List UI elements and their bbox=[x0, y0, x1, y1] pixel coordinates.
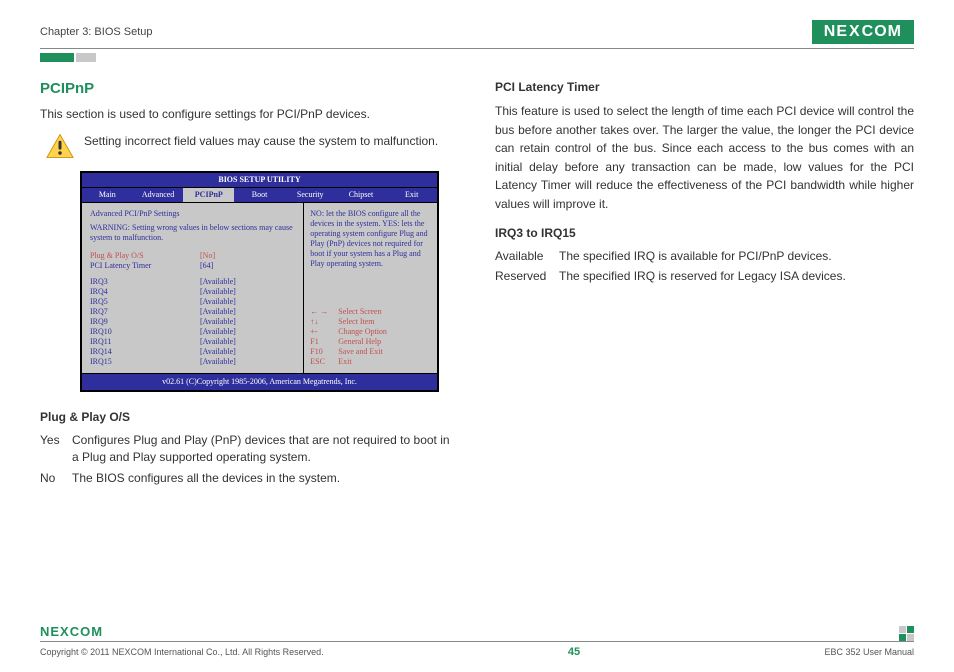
bios-panel-header: Advanced PCI/PnP Settings bbox=[90, 209, 295, 219]
bios-footer: v02.61 (C)Copyright 1985-2006, American … bbox=[82, 373, 437, 390]
bios-screenshot: BIOS SETUP UTILITY MainAdvancedPCIPnPBoo… bbox=[80, 171, 439, 392]
bios-nav-row: F1General Help bbox=[310, 337, 431, 347]
bios-irq-row: IRQ9[Available] bbox=[90, 317, 295, 327]
bios-irq-row: IRQ4[Available] bbox=[90, 287, 295, 297]
definition-row: AvailableThe specified IRQ is available … bbox=[495, 248, 914, 265]
nexcom-logo: NEXCOM bbox=[812, 20, 914, 44]
definition-key: Yes bbox=[40, 432, 72, 466]
bios-panel-warning: WARNING: Setting wrong values in below s… bbox=[90, 223, 295, 243]
bios-tabs: MainAdvancedPCIPnPBootSecurityChipsetExi… bbox=[82, 188, 437, 203]
bios-tab: Exit bbox=[386, 188, 437, 202]
section-title: PCIPnP bbox=[40, 80, 459, 97]
bios-tab: Security bbox=[285, 188, 336, 202]
bios-nav-row: +-Change Option bbox=[310, 327, 431, 337]
copyright-text: Copyright © 2011 NEXCOM International Co… bbox=[40, 647, 324, 657]
bios-tab: Advanced bbox=[133, 188, 184, 202]
bios-irq-row: IRQ5[Available] bbox=[90, 297, 295, 307]
bios-nav-row: ESCExit bbox=[310, 357, 431, 367]
page-number: 45 bbox=[568, 646, 580, 658]
bios-irq-row: IRQ11[Available] bbox=[90, 337, 295, 347]
page-footer: NEXCOM Copyright © 2011 NEXCOM Internati… bbox=[40, 624, 914, 658]
bios-right-panel: NO: let the BIOS configure all the devic… bbox=[304, 203, 437, 373]
page-corner-icon bbox=[899, 626, 914, 641]
footer-logo: NEXCOM bbox=[40, 624, 103, 639]
sub-heading-latency: PCI Latency Timer bbox=[495, 80, 914, 94]
sub-heading-plugplay: Plug & Play O/S bbox=[40, 410, 459, 424]
latency-text: This feature is used to select the lengt… bbox=[495, 102, 914, 214]
bios-left-panel: Advanced PCI/PnP Settings WARNING: Setti… bbox=[82, 203, 304, 373]
bios-help-text: NO: let the BIOS configure all the devic… bbox=[310, 209, 431, 269]
definition-row: NoThe BIOS configures all the devices in… bbox=[40, 470, 459, 487]
warning-text: Setting incorrect field values may cause… bbox=[84, 133, 438, 150]
warning-icon bbox=[46, 133, 74, 159]
definition-row: ReservedThe specified IRQ is reserved fo… bbox=[495, 268, 914, 285]
bios-irq-row: IRQ3[Available] bbox=[90, 277, 295, 287]
definition-key: Reserved bbox=[495, 268, 559, 285]
bios-tab: Chipset bbox=[336, 188, 387, 202]
chapter-label: Chapter 3: BIOS Setup bbox=[40, 26, 153, 38]
bios-nav-row: ↑↓Select Item bbox=[310, 317, 431, 327]
bios-nav-row: F10Save and Exit bbox=[310, 347, 431, 357]
intro-text: This section is used to configure settin… bbox=[40, 107, 459, 121]
bios-setting-row: PCI Latency Timer[64] bbox=[90, 261, 295, 271]
bios-irq-row: IRQ7[Available] bbox=[90, 307, 295, 317]
bios-nav-block: ← →Select Screen↑↓Select Item+-Change Op… bbox=[310, 307, 431, 367]
bios-setting-row: Plug & Play O/S[No] bbox=[90, 251, 295, 261]
definition-value: Configures Plug and Play (PnP) devices t… bbox=[72, 432, 459, 466]
sub-heading-irq: IRQ3 to IRQ15 bbox=[495, 226, 914, 240]
definition-key: Available bbox=[495, 248, 559, 265]
warning-block: Setting incorrect field values may cause… bbox=[46, 133, 459, 159]
right-column: PCI Latency Timer This feature is used t… bbox=[495, 80, 914, 490]
definition-value: The specified IRQ is available for PCI/P… bbox=[559, 248, 832, 265]
bios-tab: Boot bbox=[234, 188, 285, 202]
bios-title: BIOS SETUP UTILITY bbox=[82, 173, 437, 188]
bios-irq-row: IRQ15[Available] bbox=[90, 357, 295, 367]
definition-row: YesConfigures Plug and Play (PnP) device… bbox=[40, 432, 459, 466]
definition-key: No bbox=[40, 470, 72, 487]
definition-value: The specified IRQ is reserved for Legacy… bbox=[559, 268, 846, 285]
bios-tab: Main bbox=[82, 188, 133, 202]
accent-bar bbox=[40, 53, 914, 62]
bios-nav-row: ← →Select Screen bbox=[310, 307, 431, 317]
definition-value: The BIOS configures all the devices in t… bbox=[72, 470, 340, 487]
bios-tab: PCIPnP bbox=[183, 188, 234, 202]
left-column: PCIPnP This section is used to configure… bbox=[40, 80, 459, 490]
manual-name: EBC 352 User Manual bbox=[824, 647, 914, 657]
bios-irq-row: IRQ14[Available] bbox=[90, 347, 295, 357]
page-header: Chapter 3: BIOS Setup NEXCOM bbox=[40, 20, 914, 49]
bios-irq-row: IRQ10[Available] bbox=[90, 327, 295, 337]
